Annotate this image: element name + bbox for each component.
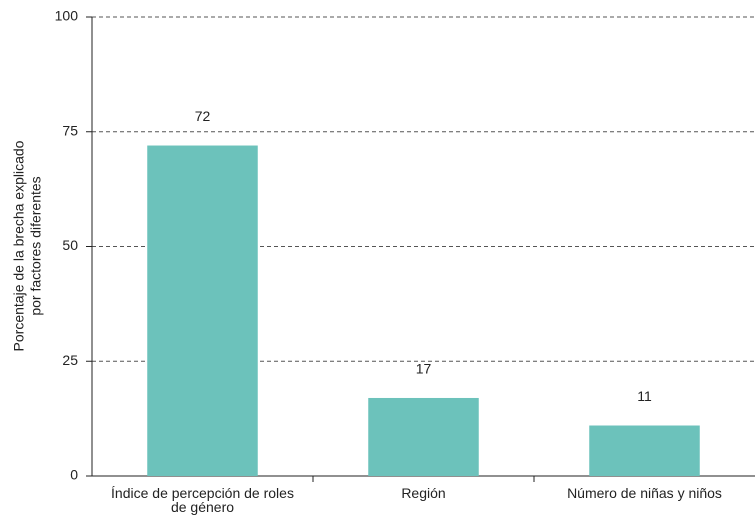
y-axis-label: Porcentaje de la brecha explicado por fa… <box>11 140 44 351</box>
label-line: Región <box>401 485 445 501</box>
data-label: 17 <box>416 361 432 377</box>
x-tick-label: Número de niñas y niños <box>567 485 722 501</box>
bar <box>589 425 700 476</box>
y-tick-label: 50 <box>62 237 78 253</box>
x-tick-label: Índice de percepción de roles de género <box>111 485 294 515</box>
x-tick-label: Región <box>401 485 445 501</box>
y-tick-label: 100 <box>55 8 79 24</box>
data-label: 72 <box>195 108 211 124</box>
y-axis-label-line: por factores diferentes <box>28 176 44 315</box>
label-line: Número de niñas y niños <box>567 485 722 501</box>
label-line: de género <box>171 499 234 515</box>
label-line: Índice de percepción de roles <box>111 485 294 501</box>
y-tick-label: 0 <box>70 467 78 483</box>
y-tick-label: 75 <box>62 122 78 138</box>
data-label: 11 <box>637 388 652 404</box>
y-tick-label: 25 <box>62 352 78 368</box>
bar <box>147 145 258 476</box>
y-axis-label-line: Porcentaje de la brecha explicado <box>11 140 27 351</box>
bar <box>368 397 479 476</box>
